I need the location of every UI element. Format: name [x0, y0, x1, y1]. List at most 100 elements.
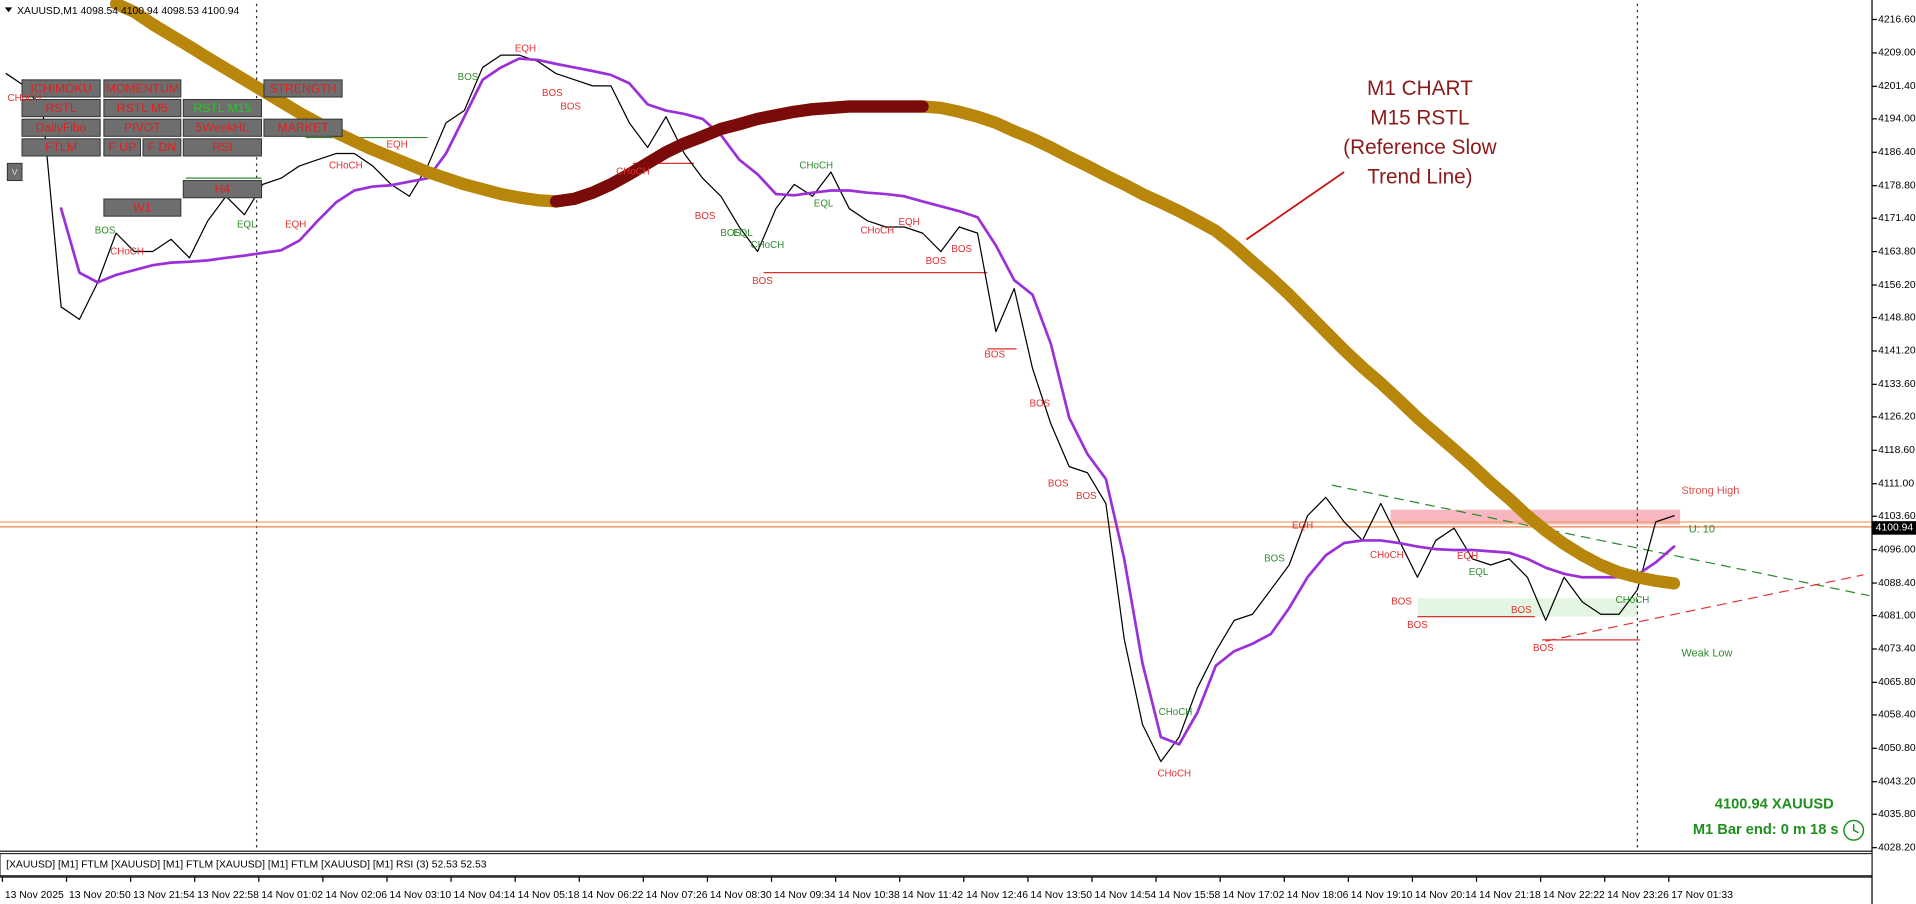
smc-label: BOS	[926, 256, 947, 267]
annotation-arrow	[1245, 171, 1345, 241]
button-label[interactable]: ICHIMOKU	[31, 81, 92, 95]
button[interactable]	[263, 118, 343, 137]
button[interactable]	[182, 138, 262, 157]
x-tick-label: 14 Nov 01:02	[261, 890, 323, 901]
zone-label: Weak Low	[1681, 647, 1732, 659]
y-tick-label: 4194.00	[1878, 114, 1916, 125]
button[interactable]	[21, 118, 101, 137]
x-tick-label: 14 Nov 03:10	[389, 890, 451, 901]
y-tick-label: 4096.00	[1878, 544, 1916, 555]
y-tick-label: 4163.80	[1878, 246, 1916, 257]
series-line	[59, 57, 1676, 746]
x-tick-label: 14 Nov 18:06	[1287, 890, 1349, 901]
button-label[interactable]: RSTL M5	[117, 101, 168, 115]
button[interactable]	[142, 138, 182, 157]
clock-icon	[1843, 819, 1865, 841]
y-tick-label: 4028.20	[1878, 842, 1916, 853]
button-label[interactable]: FTLM	[45, 140, 77, 154]
x-tick-label: 14 Nov 15:58	[1159, 890, 1221, 901]
smc-label: CHoCH	[1616, 595, 1650, 606]
annotation-text: M15 RSTL	[1370, 107, 1469, 130]
y-tick-label: 4103.60	[1878, 511, 1916, 522]
button[interactable]	[263, 79, 343, 98]
y-tick-label: 4178.80	[1878, 180, 1916, 191]
price-tag	[1872, 521, 1916, 535]
button[interactable]	[103, 79, 182, 98]
button-label[interactable]: RSTL M15	[193, 101, 251, 115]
smc-label: EQL	[1469, 567, 1489, 578]
zone-label: Strong High	[1681, 485, 1739, 497]
x-tick-label: 14 Nov 20:14	[1415, 890, 1477, 901]
smc-label: BOS	[1391, 596, 1412, 607]
smc-label: BOS	[1407, 620, 1428, 631]
button-label[interactable]: STRENGTH	[269, 81, 336, 95]
smc-label: CHoCH	[799, 160, 833, 171]
smc-label: BOS	[95, 225, 116, 236]
button[interactable]	[21, 98, 101, 118]
smc-label: CHoCH	[110, 246, 144, 257]
smc-label: CHoCH	[1370, 550, 1404, 561]
button-label[interactable]: PIVOT	[124, 121, 161, 135]
y-tick-label: 4118.60	[1878, 445, 1915, 456]
smc-label: EQL	[237, 219, 257, 230]
button[interactable]	[103, 198, 182, 217]
button[interactable]	[6, 162, 23, 182]
y-tick-label: 4035.80	[1878, 809, 1916, 820]
y-tick-label: 4186.40	[1878, 147, 1916, 158]
button-label[interactable]: DailyFibo	[36, 121, 87, 135]
button[interactable]	[182, 180, 262, 199]
button[interactable]	[103, 118, 182, 137]
button-label[interactable]: H4	[215, 182, 231, 196]
x-tick-label: 14 Nov 23:26	[1607, 890, 1669, 901]
y-tick-label: 4058.40	[1878, 710, 1916, 721]
smc-label: EQH	[285, 219, 306, 230]
y-tick-label: 4133.60	[1878, 379, 1916, 390]
x-tick-label: 14 Nov 12:46	[966, 890, 1028, 901]
smc-label: EQH	[387, 140, 408, 151]
x-tick-label: 14 Nov 21:18	[1479, 890, 1541, 901]
button-label[interactable]: RSTL	[45, 101, 76, 115]
button-label[interactable]: V	[12, 167, 18, 177]
smc-label: CHoCH	[861, 225, 895, 236]
button-label[interactable]: RSI	[212, 140, 232, 154]
button[interactable]	[182, 118, 262, 137]
smc-label: BOS	[695, 211, 716, 222]
y-tick-label: 4141.20	[1878, 346, 1916, 357]
x-tick-label: 14 Nov 17:02	[1223, 890, 1285, 901]
x-tick-label: 13 Nov 22:58	[197, 890, 259, 901]
smc-label: BOS	[542, 88, 563, 99]
smc-label: BOS	[1264, 553, 1285, 564]
smc-label: EQH	[515, 44, 536, 55]
annotation-text: (Reference Slow	[1343, 136, 1497, 159]
x-tick-label: 14 Nov 08:30	[710, 890, 772, 901]
x-tick-label: 13 Nov 20:50	[69, 890, 131, 901]
button[interactable]	[21, 138, 101, 157]
smc-label: EQL	[733, 228, 753, 239]
y-tick-label: 4156.20	[1878, 280, 1916, 291]
smc-label: CHoCH	[329, 160, 363, 171]
chart-header: XAUUSD,M1 4098.54 4100.94 4098.53 4100.9…	[17, 6, 239, 17]
button-label[interactable]: MOMENTUM	[106, 81, 179, 95]
x-tick-label: 14 Nov 04:14	[454, 890, 516, 901]
button-label[interactable]: F DN	[148, 140, 177, 154]
button-label[interactable]: F UP	[108, 140, 136, 154]
button[interactable]	[21, 79, 101, 98]
smc-label: BOS	[951, 244, 972, 255]
button[interactable]	[103, 138, 142, 157]
smc-label: BOS	[1048, 479, 1069, 490]
button-label[interactable]: MARKET	[278, 121, 329, 135]
button[interactable]	[103, 98, 182, 118]
smc-label: BOS	[1511, 605, 1532, 616]
x-tick-label: 14 Nov 07:26	[646, 890, 708, 901]
y-tick-label: 4043.20	[1878, 776, 1916, 787]
smc-label: CHoCH	[1159, 707, 1193, 718]
smc-label: BOS	[458, 72, 479, 83]
smc-label: BOS	[720, 228, 741, 239]
button[interactable]	[182, 98, 262, 118]
button-label[interactable]: 5WeekHL	[196, 121, 250, 135]
button-label[interactable]: W1	[133, 200, 152, 214]
x-tick-label: 14 Nov 13:50	[1030, 890, 1092, 901]
